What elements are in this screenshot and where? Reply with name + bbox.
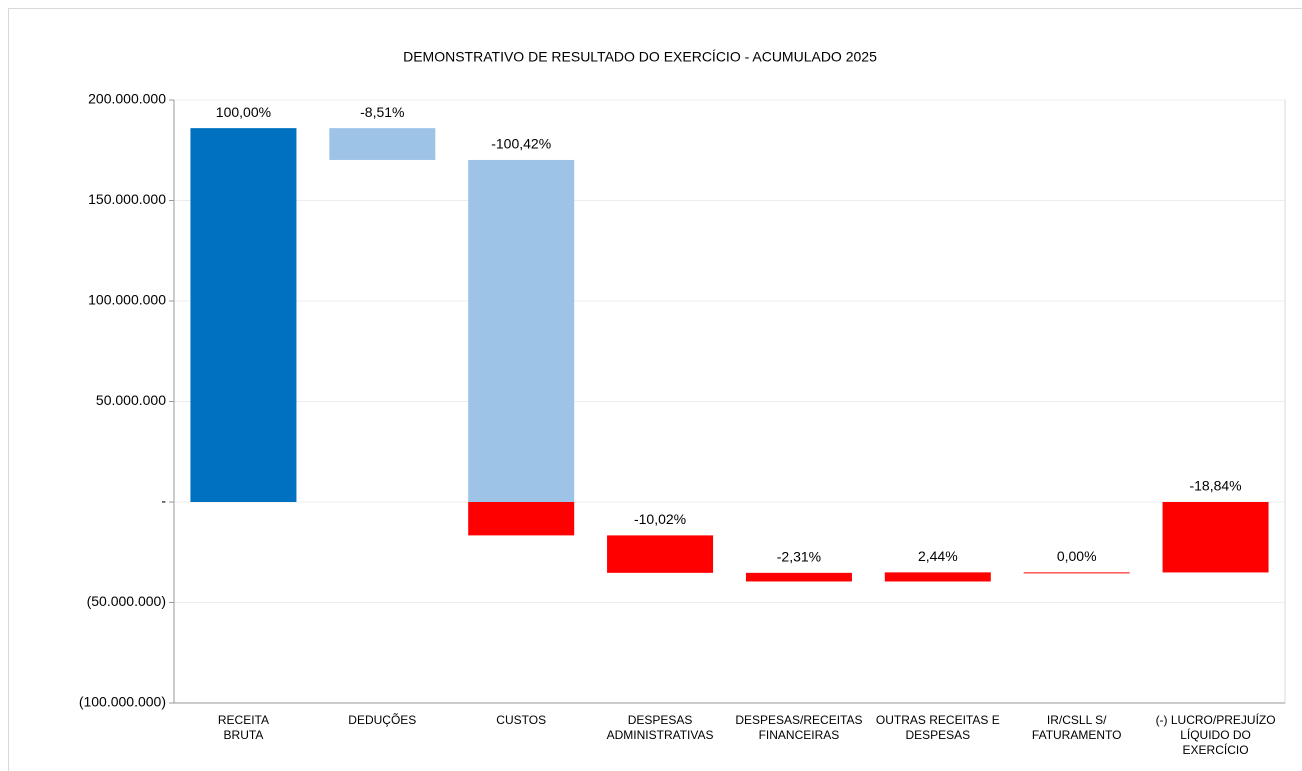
y-tick-label: (100.000.000) xyxy=(79,694,166,710)
data-label: 0,00% xyxy=(1057,548,1097,564)
chart-title: DEMONSTRATIVO DE RESULTADO DO EXERCÍCIO … xyxy=(403,49,877,65)
chart-border xyxy=(8,8,1302,771)
bar xyxy=(468,502,575,536)
y-tick-label: 200.000.000 xyxy=(88,91,166,107)
x-tick-label: DESPESAS/RECEITAS FINANCEIRAS xyxy=(735,713,863,742)
bar xyxy=(884,572,991,582)
bar xyxy=(190,128,297,502)
data-label: -8,51% xyxy=(360,104,404,120)
data-label: -100,42% xyxy=(491,136,551,152)
bar xyxy=(468,159,575,502)
y-tick-label: 100.000.000 xyxy=(88,292,166,308)
bar xyxy=(329,128,436,160)
bar xyxy=(1162,502,1269,573)
x-tick-label: (-) LUCRO/PREJUÍZO LÍQUIDO DO EXERCÍCIO xyxy=(1155,713,1276,757)
x-tick-label: DESPESAS ADMINISTRATIVAS xyxy=(606,713,714,742)
bar xyxy=(1023,572,1130,574)
x-tick-label: IR/CSLL S/ FATURAMENTO xyxy=(1031,713,1122,742)
data-label: -10,02% xyxy=(634,511,686,527)
data-label: -18,84% xyxy=(1189,478,1241,494)
y-tick-label: (50.000.000) xyxy=(87,593,166,609)
y-tick-label: 150.000.000 xyxy=(88,191,166,207)
data-label: 100,00% xyxy=(216,104,271,120)
data-label: -2,31% xyxy=(777,549,821,565)
data-label: 2,44% xyxy=(918,548,958,564)
bar xyxy=(745,572,852,582)
y-tick-label: - xyxy=(161,493,166,509)
x-tick-label: OUTRAS RECEITAS E DESPESAS xyxy=(875,713,1000,742)
bar xyxy=(607,535,714,573)
y-tick-label: 50.000.000 xyxy=(96,392,166,408)
x-tick-label: CUSTOS xyxy=(496,713,547,727)
x-tick-label: RECEITA BRUTA xyxy=(217,713,269,742)
x-tick-label: DEDUÇÕES xyxy=(348,713,417,727)
